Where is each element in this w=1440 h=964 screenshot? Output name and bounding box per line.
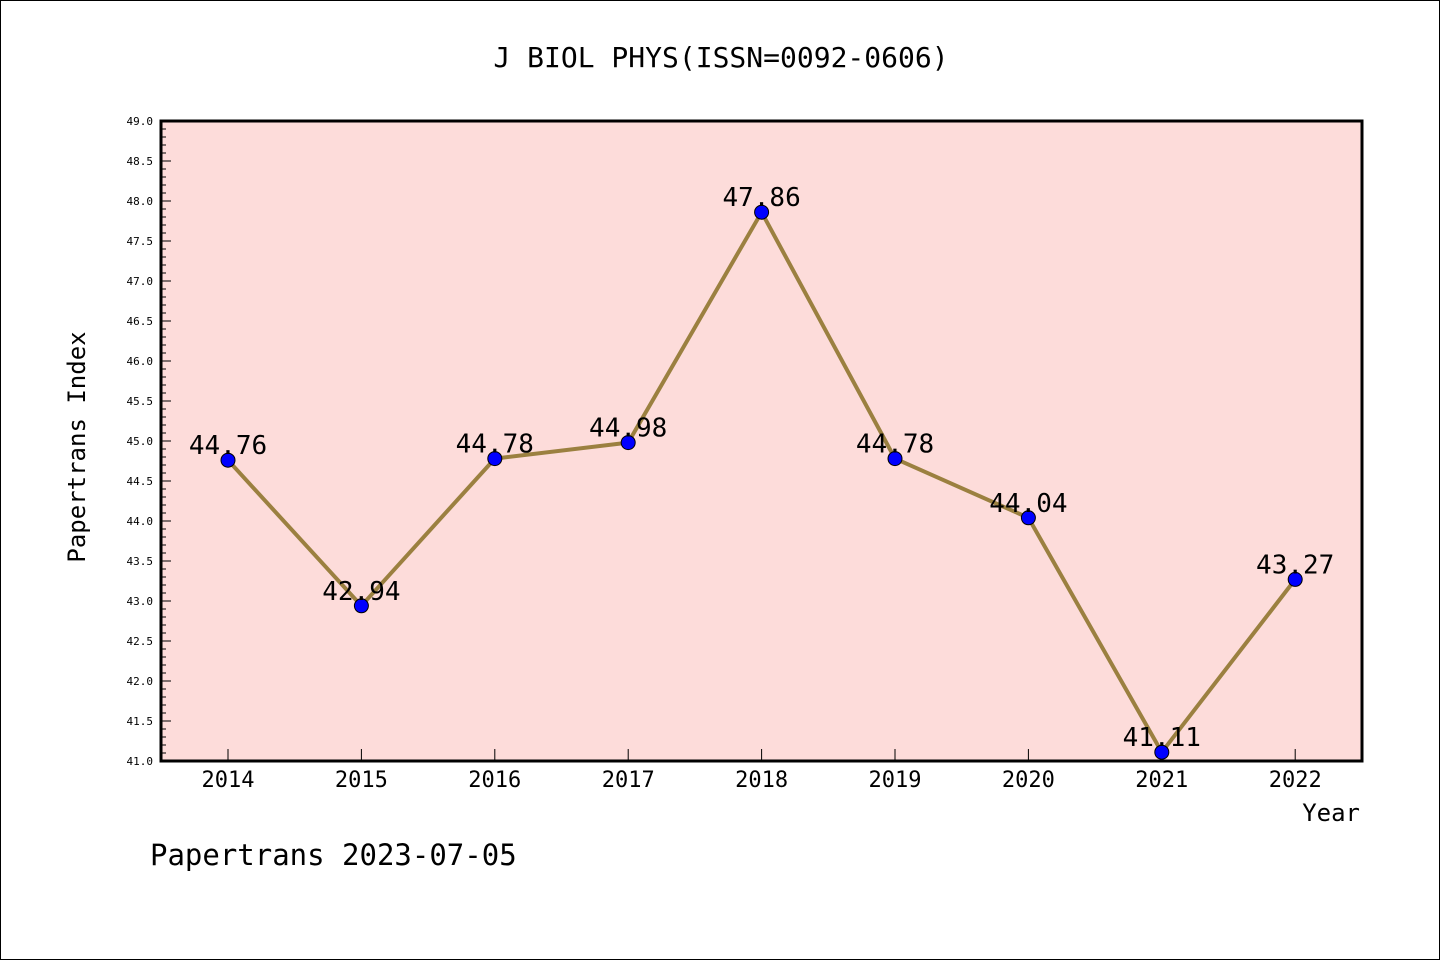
y-tick-label: 43.0 — [127, 595, 154, 608]
y-axis-label: Papertrans Index — [63, 331, 91, 562]
x-tick-label: 2022 — [1269, 768, 1322, 793]
data-label: 47.86 — [722, 183, 800, 213]
data-point — [1154, 744, 1170, 760]
data-label: 41.11 — [1123, 723, 1201, 753]
data-point — [353, 598, 369, 614]
data-label: 42.94 — [322, 577, 400, 607]
y-tick-label: 41.0 — [127, 755, 154, 768]
y-tick-label: 46.5 — [127, 315, 154, 328]
x-axis-label: Year — [1302, 799, 1360, 827]
chart-title: J BIOL PHYS(ISSN=0092-0606) — [493, 41, 948, 74]
data-label: 44.04 — [989, 489, 1067, 519]
y-tick-label: 41.5 — [127, 715, 154, 728]
y-tick-label: 43.5 — [127, 555, 154, 568]
y-tick-label: 42.5 — [127, 635, 154, 648]
data-point — [887, 451, 903, 467]
data-label: 44.78 — [456, 430, 534, 460]
data-point — [220, 452, 236, 468]
series-line-group: 44.76 42.94 44.78 44.98 47.86 44.78 44.04 41.11… — [189, 183, 1334, 760]
data-point — [487, 451, 503, 467]
y-tick-label: 44.5 — [127, 475, 154, 488]
y-tick-label: 48.0 — [127, 195, 154, 208]
y-tick-label: 47.0 — [127, 275, 154, 288]
data-label: 44.76 — [189, 431, 267, 461]
data-point — [1020, 510, 1036, 526]
y-tick-label: 47.5 — [127, 235, 154, 248]
y-tick-label: 44.0 — [127, 515, 154, 528]
plot-area — [159, 119, 1364, 763]
x-axis: 2014 2015 2016 2017 2018 2019 2020 2021 2022 — [202, 749, 1322, 793]
x-tick-label: 2019 — [869, 768, 922, 793]
data-label: 44.78 — [856, 430, 934, 460]
y-tick-label: 48.5 — [127, 155, 154, 168]
y-tick-label: 45.5 — [127, 395, 154, 408]
data-point — [620, 435, 636, 451]
x-tick-label: 2017 — [602, 768, 655, 793]
data-point — [1287, 571, 1303, 587]
y-axis: 41.0 41.5 42.0 42.5 43.0 43.5 44.0 44.5 45.0 45.5… — [127, 115, 171, 768]
data-label: 43.27 — [1256, 550, 1334, 580]
y-tick-label: 46.0 — [127, 355, 154, 368]
y-tick-label: 42.0 — [127, 675, 154, 688]
y-tick-label: 45.0 — [127, 435, 154, 448]
x-tick-label: 2016 — [468, 768, 521, 793]
x-tick-label: 2021 — [1135, 768, 1188, 793]
x-tick-label: 2014 — [202, 768, 255, 793]
data-point — [754, 204, 770, 220]
footer-text: Papertrans 2023-07-05 — [150, 838, 517, 872]
x-tick-label: 2018 — [735, 768, 788, 793]
data-label: 44.98 — [589, 414, 667, 444]
x-tick-label: 2015 — [335, 768, 388, 793]
y-tick-label: 49.0 — [127, 115, 154, 128]
x-tick-label: 2020 — [1002, 768, 1055, 793]
